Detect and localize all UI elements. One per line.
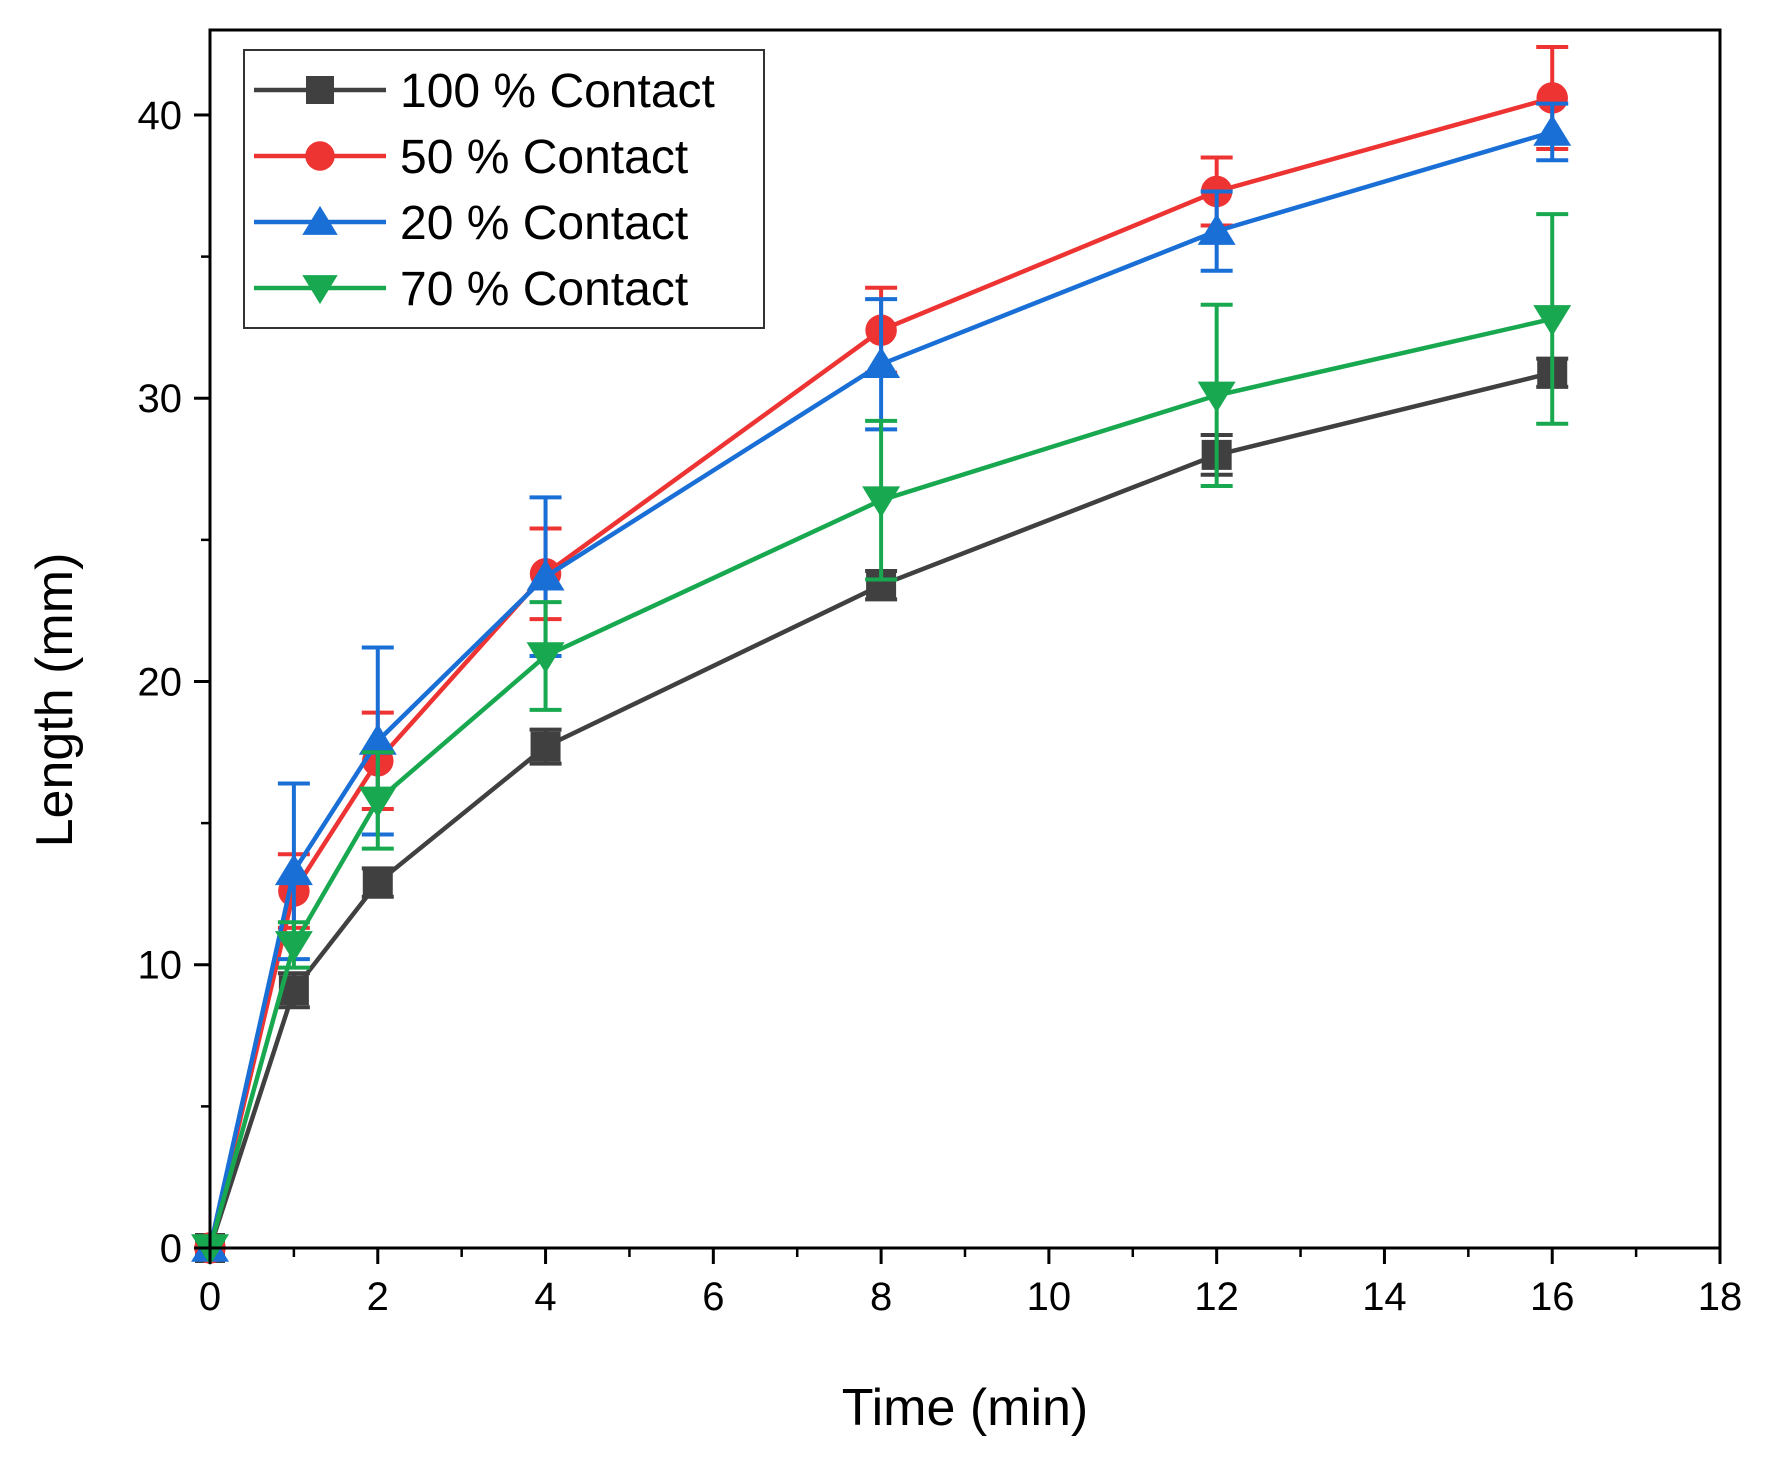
x-tick-label: 18 <box>1698 1275 1743 1319</box>
data-point <box>274 854 313 886</box>
data-point <box>526 642 565 674</box>
legend-marker <box>306 76 334 104</box>
legend-label: 70 % Contact <box>400 263 688 316</box>
data-point <box>862 346 901 379</box>
data-point <box>1533 114 1572 146</box>
x-tick-label: 12 <box>1194 1275 1239 1319</box>
y-tick-label: 40 <box>138 94 183 138</box>
x-tick-label: 16 <box>1530 1275 1575 1319</box>
data-point <box>1536 82 1568 114</box>
x-tick-label: 0 <box>199 1275 221 1319</box>
x-tick-label: 8 <box>870 1275 892 1319</box>
data-point <box>1197 381 1236 413</box>
data-point <box>862 486 901 518</box>
legend-marker <box>305 141 335 171</box>
y-tick-label: 0 <box>160 1227 182 1271</box>
x-tick-label: 2 <box>367 1275 389 1319</box>
legend-label: 50 % Contact <box>400 131 688 184</box>
data-point <box>358 723 397 755</box>
x-tick-label: 4 <box>534 1275 556 1319</box>
legend-marker <box>302 275 338 305</box>
data-point <box>274 931 313 963</box>
data-point <box>358 786 397 818</box>
x-tick-label: 10 <box>1027 1275 1072 1319</box>
data-point <box>530 731 561 762</box>
y-tick-label: 20 <box>138 660 183 704</box>
x-tick-label: 14 <box>1362 1275 1407 1319</box>
legend-label: 100 % Contact <box>400 65 715 118</box>
legend-label: 20 % Contact <box>400 197 688 250</box>
x-tick-label: 6 <box>702 1275 724 1319</box>
plot-frame <box>208 28 1722 1250</box>
legend: 100 % Contact 50 % Contact 20 % Contact 70 … <box>243 49 765 329</box>
legend-marker <box>302 205 338 235</box>
data-point <box>1533 305 1572 337</box>
y-tick-label: 10 <box>138 944 183 988</box>
data-point <box>526 559 565 591</box>
y-tick-label: 30 <box>138 377 183 421</box>
data-point <box>362 867 393 898</box>
x-axis-title: Time (min) <box>842 1379 1089 1437</box>
data-point <box>1197 213 1236 245</box>
y-axis-title: Length (mm) <box>26 553 84 848</box>
